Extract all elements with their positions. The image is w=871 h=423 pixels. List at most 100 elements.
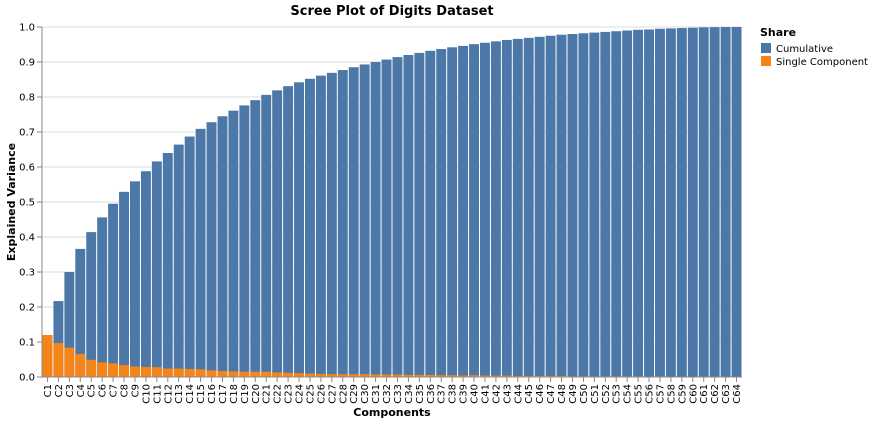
cumulative-bar-c63 [720,27,731,377]
x-tick-label: C49 [568,384,579,404]
x-tick-label: C23 [284,384,295,404]
cumulative-bar-c27 [326,72,337,377]
x-tick-label: C61 [699,384,710,404]
cumulative-bar-c38 [447,47,458,378]
x-tick-label: C27 [327,384,338,404]
x-tick-label: C1 [43,384,54,397]
cumulative-bar-c37 [436,49,447,378]
x-tick-label: C25 [305,384,316,404]
x-tick-label: C4 [76,384,87,397]
y-tick-label: 0.4 [19,233,35,244]
x-tick-label: C43 [502,384,513,404]
single-component-bar-c26 [315,373,326,377]
single-component-bar-c18 [228,371,239,377]
x-tick-label: C13 [174,384,185,404]
single-component-bar-c27 [326,374,337,377]
cumulative-bar-c6 [97,217,108,377]
cumulative-bars [42,27,742,378]
x-tick-label: C63 [721,384,732,404]
cumulative-bar-c40 [469,44,479,378]
cumulative-bar-c23 [283,86,294,378]
single-component-bar-c45 [523,375,534,377]
cumulative-bar-c12 [162,153,173,377]
y-tick-label: 0.8 [19,93,35,104]
cumulative-bar-c36 [425,50,436,378]
single-component-bar-c46 [534,375,545,377]
legend-label-single-component: Single Component [776,57,868,68]
cumulative-bar-c41 [480,42,490,377]
y-tick-label: 0.6 [19,163,35,174]
x-tick-label: C36 [426,384,437,404]
cumulative-bar-c8 [119,191,129,377]
cumulative-bar-c59 [676,28,687,378]
cumulative-bar-c32 [381,59,392,378]
cumulative-bar-c43 [501,39,512,377]
cumulative-bar-c2 [53,301,64,377]
single-component-bar-c9 [130,366,140,377]
x-tick-label: C15 [196,384,207,404]
single-component-bar-c16 [206,370,217,377]
single-component-bar-c12 [162,368,173,377]
cumulative-bar-c5 [86,232,97,377]
cumulative-bar-c20 [250,100,261,378]
cumulative-bar-c11 [151,161,162,377]
x-tick-label: C9 [130,384,141,397]
x-tick-label: C53 [612,384,623,404]
x-axis: C1 C2 C3 C4 C5 C6 C7 C8 C9 C10 C11 C12 C13 C14 C15 C16 C… [42,376,743,404]
x-tick-label: C31 [371,384,382,404]
single-component-bar-c48 [556,375,567,377]
x-tick-label: C64 [732,384,743,404]
cumulative-bar-c14 [184,136,195,377]
x-tick-label: C48 [557,384,568,404]
cumulative-bar-c45 [523,37,534,377]
x-tick-label: C51 [590,384,601,404]
cumulative-bar-c35 [414,52,425,378]
x-tick-label: C55 [634,384,645,404]
y-tick-label: 0.9 [19,58,35,69]
cumulative-bar-c4 [75,248,86,377]
x-tick-label: C26 [316,384,327,404]
cumulative-bar-c3 [64,272,75,377]
single-component-bar-c36 [425,374,436,377]
x-tick-label: C56 [645,384,656,404]
x-tick-label: C14 [185,384,196,404]
cumulative-bar-c13 [173,144,184,377]
single-component-bar-c13 [173,368,184,377]
x-tick-label: C6 [98,384,109,397]
x-tick-label: C29 [349,384,360,404]
x-tick-label: C40 [470,384,481,404]
legend-label-cumulative: Cumulative [776,44,833,55]
x-tick-label: C30 [360,384,371,404]
single-component-bar-c29 [348,374,359,377]
cumulative-bar-c21 [261,94,272,378]
x-tick-label: C41 [480,384,491,404]
cumulative-bar-c64 [731,27,742,377]
cumulative-bar-c34 [403,55,414,377]
single-component-bar-c24 [294,373,304,377]
x-tick-label: C8 [120,384,131,397]
x-tick-label: C47 [546,384,557,404]
x-tick-label: C7 [109,384,120,397]
cumulative-bar-c15 [195,128,206,377]
single-component-bar-c33 [392,374,403,377]
x-tick-label: C44 [513,384,524,404]
x-tick-label: C3 [65,384,76,397]
single-component-bar-c38 [447,375,458,377]
cumulative-bar-c9 [130,181,140,377]
x-tick-label: C19 [240,384,251,404]
cumulative-bar-c53 [611,31,622,377]
cumulative-bar-c54 [622,30,633,377]
single-component-bar-c41 [480,375,490,377]
y-tick-label: 0.7 [19,128,35,139]
x-axis-title: Components [353,406,431,419]
x-tick-label: C35 [415,384,426,404]
single-component-bar-c40 [469,375,479,377]
chart-title: Scree Plot of Digits Dataset [290,4,493,19]
x-tick-label: C52 [601,384,612,404]
cumulative-bar-c55 [633,29,644,378]
x-tick-label: C45 [524,384,535,404]
x-tick-label: C34 [404,384,415,404]
single-component-bar-c4 [75,353,86,377]
cumulative-bar-c48 [556,34,567,377]
